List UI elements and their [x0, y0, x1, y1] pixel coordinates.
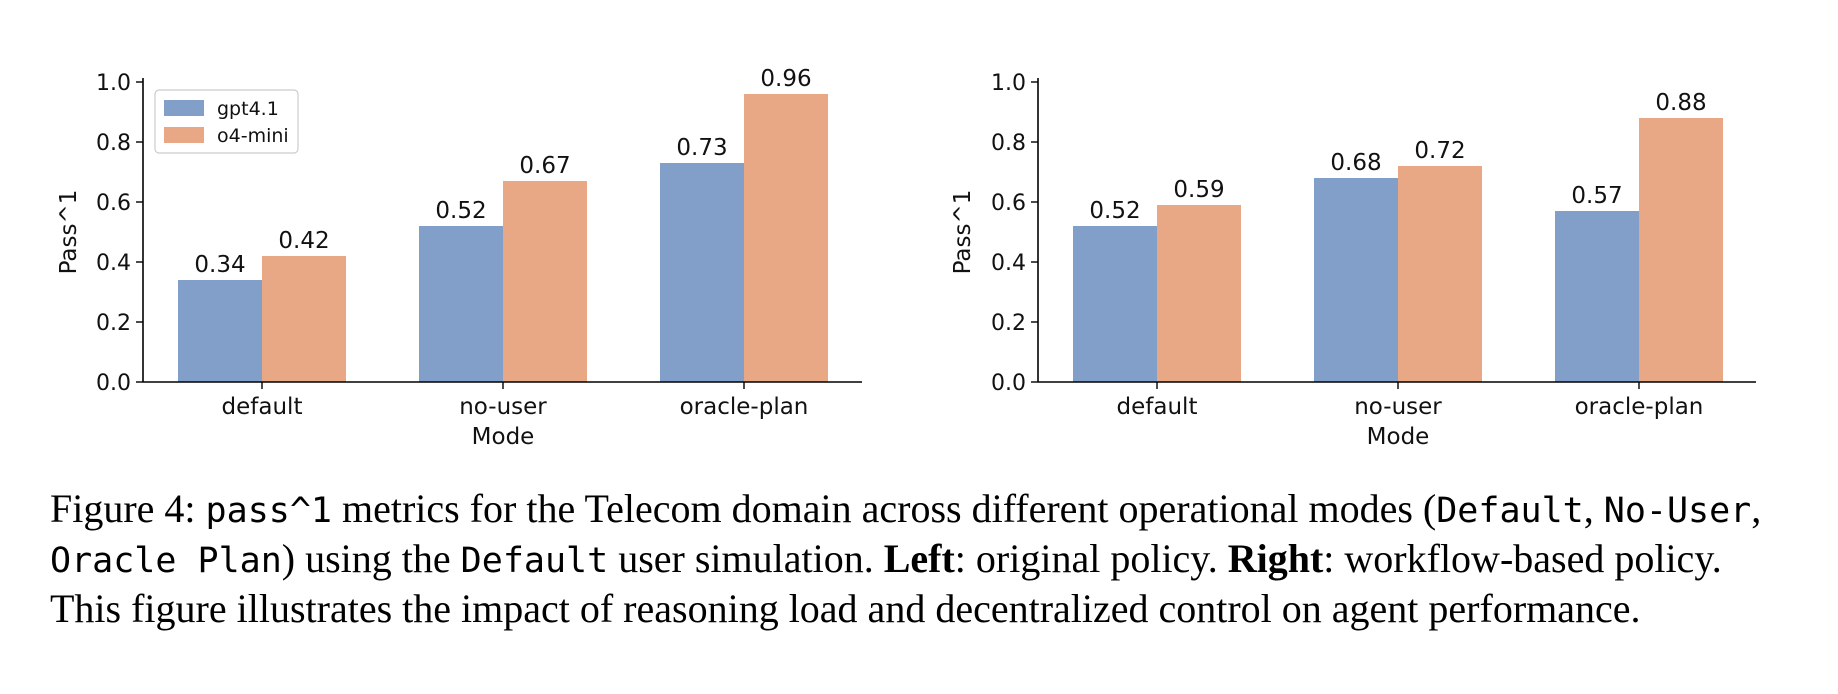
bar-o4-mini-no-user — [503, 181, 587, 382]
x-axis-label: Mode — [1367, 424, 1430, 450]
y-axis-label: Pass^1 — [950, 190, 976, 275]
x-tick-label-oracle-plan: oracle-plan — [1575, 394, 1704, 420]
y-axis-label: Pass^1 — [56, 190, 82, 275]
bar-o4-mini-oracle-plan — [744, 94, 828, 382]
x-tick-label-default: default — [222, 394, 303, 420]
bar-gpt4.1-default — [178, 280, 262, 382]
bar-gpt4.1-default — [1073, 226, 1157, 382]
y-tick-label: 0.2 — [991, 311, 1026, 336]
legend-swatch-o4-mini — [164, 127, 204, 143]
legend-label-gpt4.1: gpt4.1 — [217, 98, 279, 120]
data-label-gpt4.1-oracle-plan: 0.73 — [676, 135, 727, 161]
figure-caption: Figure 4: pass^1 metrics for the Telecom… — [50, 485, 1790, 632]
caption-comma-1: , — [1583, 486, 1594, 531]
y-tick-label: 0.4 — [96, 251, 131, 276]
legend: gpt4.1 o4-mini — [154, 89, 299, 154]
y-tick-label: 0.2 — [96, 311, 131, 336]
x-axis-label: Mode — [472, 424, 535, 450]
caption-mode-default: Default — [1436, 491, 1584, 531]
caption-label: Figure 4: — [50, 486, 196, 531]
data-label-o4-mini-oracle-plan: 0.88 — [1655, 90, 1706, 116]
right-chart-panel: 0.52 0.68 0.57 0.59 0.72 0.88 0.0 0.2 0.4 0.6 0.8 1… — [950, 71, 1756, 450]
data-label-gpt4.1-oracle-plan: 0.57 — [1571, 183, 1622, 209]
caption-mode-no-user: No-User — [1603, 491, 1752, 531]
caption-comma-2: , — [1751, 486, 1762, 531]
x-tick-label-no-user: no-user — [1354, 394, 1442, 420]
bar-gpt4.1-no-user — [419, 226, 503, 382]
data-label-o4-mini-default: 0.42 — [278, 228, 329, 254]
y-tick-label: 0.4 — [991, 251, 1026, 276]
caption-text-1: metrics for the Telecom domain across di… — [341, 486, 1437, 531]
caption-text-3: user simulation. — [618, 536, 874, 581]
data-label-gpt4.1-no-user: 0.68 — [1330, 150, 1381, 176]
caption-text-4: : original policy. — [954, 536, 1218, 581]
x-tick-label-default: default — [1117, 394, 1198, 420]
figure: 0.34 0.52 0.73 0.42 0.67 0.96 0.0 0.2 0.4 0.6 0.8 1… — [56, 66, 1756, 450]
y-tick-label: 0.6 — [991, 191, 1026, 216]
left-chart-panel: 0.34 0.52 0.73 0.42 0.67 0.96 0.0 0.2 0.4 0.6 0.8 1… — [56, 66, 862, 450]
bar-o4-mini-default — [262, 256, 346, 382]
data-label-o4-mini-no-user: 0.67 — [519, 153, 570, 179]
bar-gpt4.1-no-user — [1314, 178, 1398, 382]
data-label-o4-mini-oracle-plan: 0.96 — [760, 66, 811, 92]
data-label-o4-mini-no-user: 0.72 — [1414, 138, 1465, 164]
x-tick-label-no-user: no-user — [459, 394, 547, 420]
data-label-o4-mini-default: 0.59 — [1173, 177, 1224, 203]
y-tick-label: 0.8 — [96, 131, 131, 156]
y-tick-label: 0.0 — [96, 371, 131, 396]
bar-o4-mini-default — [1157, 205, 1241, 382]
bar-o4-mini-oracle-plan — [1639, 118, 1723, 382]
data-label-gpt4.1-no-user: 0.52 — [435, 198, 486, 224]
x-tick-label-oracle-plan: oracle-plan — [680, 394, 809, 420]
y-tick-label: 0.8 — [991, 131, 1026, 156]
caption-text-5: : workflow-based policy. This figure ill… — [50, 536, 1722, 631]
data-label-gpt4.1-default: 0.34 — [194, 252, 245, 278]
caption-mode-oracle-plan: Oracle Plan — [50, 541, 282, 581]
data-label-gpt4.1-default: 0.52 — [1089, 198, 1140, 224]
y-tick-label: 0.6 — [96, 191, 131, 216]
y-tick-label: 1.0 — [991, 71, 1026, 96]
caption-mode-default-sim: Default — [460, 541, 609, 581]
y-tick-label: 0.0 — [991, 371, 1026, 396]
bar-o4-mini-no-user — [1398, 166, 1482, 382]
caption-left-label: Left — [883, 536, 955, 581]
bar-gpt4.1-oracle-plan — [1555, 211, 1639, 382]
legend-swatch-gpt4.1 — [164, 100, 204, 116]
caption-right-label: Right — [1227, 536, 1324, 581]
y-tick-label: 1.0 — [96, 71, 131, 96]
caption-metric: pass^1 — [205, 491, 332, 531]
caption-text-2: ) using the — [281, 536, 451, 581]
bar-gpt4.1-oracle-plan — [660, 163, 744, 382]
legend-label-o4-mini: o4-mini — [217, 125, 289, 147]
